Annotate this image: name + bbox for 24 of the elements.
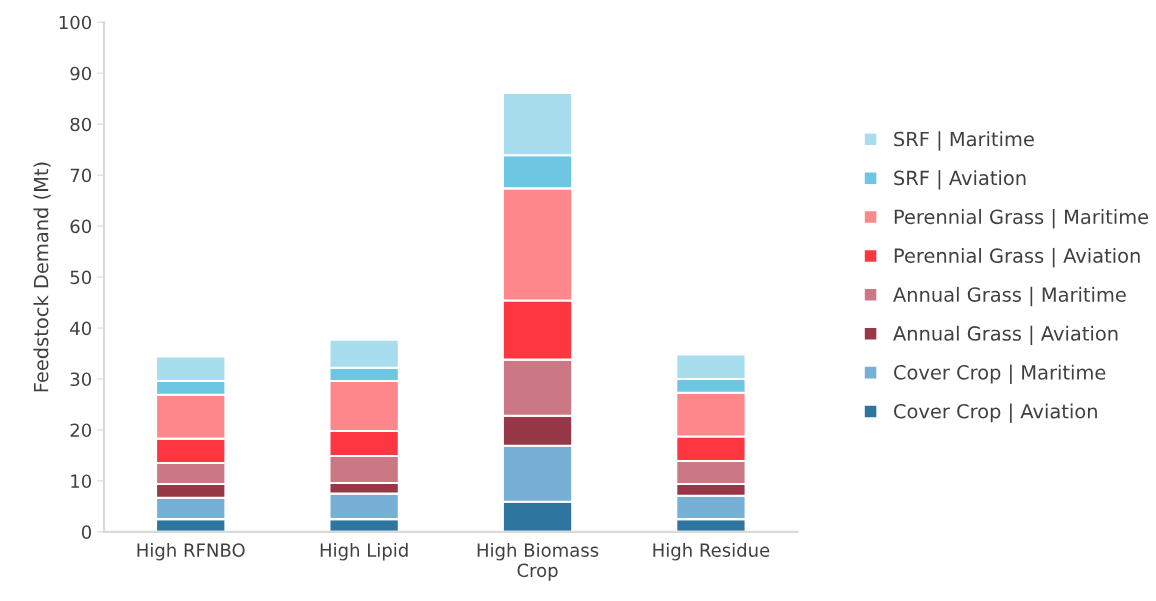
y-tick-label: 60 (70, 219, 92, 234)
y-tick-label: 40 (70, 321, 92, 336)
legend-label: Cover Crop | Aviation (894, 403, 1097, 423)
x-tick-label: High Biomass Crop (477, 543, 599, 581)
y-tick-label: 0 (81, 525, 92, 539)
x-tick-label: High Residue (653, 543, 770, 561)
legend-label: SRF | Maritime (894, 131, 1034, 151)
legend-label: Annual Grass | Maritime (893, 286, 1126, 307)
legend-label: Cover Crop | Maritime (894, 364, 1106, 385)
y-tick-label: 80 (70, 117, 92, 132)
x-tick-label: High RFNBO (137, 543, 245, 561)
y-tick-label: 50 (70, 270, 92, 285)
legend-label: SRF | Aviation (894, 170, 1026, 190)
x-tick-label: High Lipid (320, 543, 408, 561)
y-tick-label: 90 (70, 66, 92, 81)
y-tick-label: 20 (70, 423, 92, 438)
legend-label: Annual Grass | Aviation (893, 325, 1118, 346)
y-axis-title: Feedstock Demand (Mt) (33, 162, 51, 392)
legend-label: Perennial Grass | Maritime (894, 209, 1149, 229)
legend-label: Perennial Grass | Aviation (894, 247, 1140, 268)
y-tick-label: 10 (71, 474, 92, 489)
y-tick-label: 30 (70, 372, 92, 387)
y-tick-label: 70 (70, 168, 92, 183)
y-tick-label: 100 (59, 15, 92, 30)
